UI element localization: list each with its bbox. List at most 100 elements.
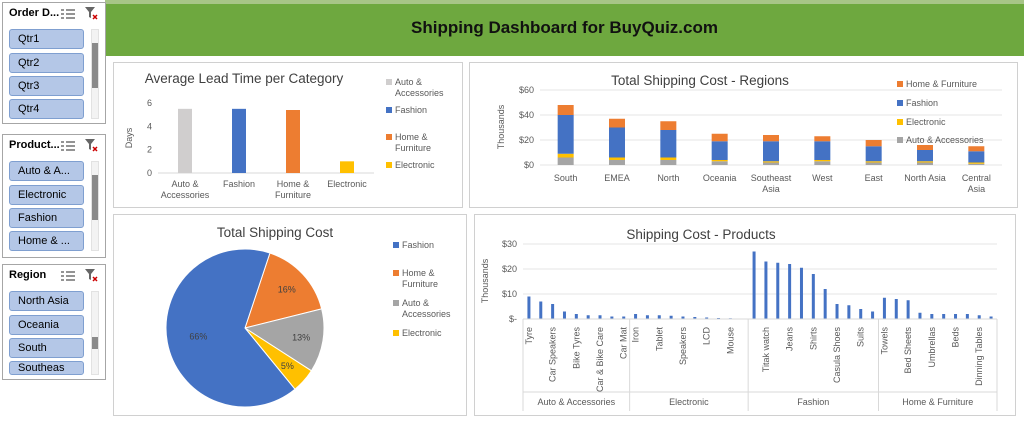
bar-segment bbox=[660, 130, 677, 158]
slicer-order-date: Order D... Qtr1 Qtr2 Qtr3 Qtr4 bbox=[2, 2, 106, 124]
bar bbox=[871, 311, 875, 319]
pie-slice-2 bbox=[243, 308, 325, 372]
legend-label: Home & Furniture bbox=[402, 268, 438, 289]
dashboard-title: Shipping Dashboard for BuyQuiz.com bbox=[411, 18, 718, 37]
slicer-item-auto[interactable]: Auto & A... bbox=[9, 161, 84, 181]
pie-slice-0 bbox=[165, 248, 296, 408]
slicer-scroll-thumb[interactable] bbox=[92, 43, 98, 88]
x-tick-label: Electronic bbox=[327, 179, 367, 189]
slicer-item-qtr1[interactable]: Qtr1 bbox=[9, 29, 84, 49]
bar-segment bbox=[814, 160, 831, 162]
x-tick-label: Titak watch bbox=[761, 327, 771, 372]
chart-total-shipping-pie[interactable]: Total Shipping Cost 16% 13% 5% 66% Fashion Hom… bbox=[113, 214, 467, 416]
bar bbox=[586, 315, 590, 319]
slicer-item-southeast[interactable]: Southeas bbox=[9, 361, 84, 375]
bar-segment bbox=[763, 162, 779, 165]
slicer-item-home[interactable]: Home & ... bbox=[9, 231, 84, 251]
bar bbox=[788, 264, 792, 319]
slicer-item-oceania[interactable]: Oceania bbox=[9, 315, 84, 335]
bar-1 bbox=[232, 108, 246, 173]
legend-swatch bbox=[897, 119, 903, 125]
bar-segment bbox=[865, 140, 882, 147]
bar-segment bbox=[917, 161, 933, 163]
legend-swatch bbox=[393, 330, 399, 336]
bar bbox=[622, 316, 626, 319]
bar bbox=[539, 301, 543, 319]
bar bbox=[859, 309, 863, 319]
bar bbox=[954, 314, 958, 319]
slicer-title: Order D... bbox=[9, 7, 60, 19]
slicer-item-north-asia[interactable]: North Asia bbox=[9, 291, 84, 311]
x-tick-label: Auto & Accessories bbox=[161, 179, 210, 200]
multi-select-icon[interactable] bbox=[61, 140, 75, 152]
bar-segment bbox=[557, 153, 574, 158]
bar-segment bbox=[968, 162, 985, 164]
y-tick-label: $20 bbox=[519, 135, 534, 145]
bar bbox=[823, 289, 827, 319]
bar bbox=[942, 314, 946, 319]
multi-select-icon[interactable] bbox=[61, 270, 75, 282]
bar bbox=[527, 296, 531, 319]
bar-segment bbox=[865, 146, 882, 162]
slicer-item-qtr3[interactable]: Qtr3 bbox=[9, 76, 84, 96]
clear-filter-icon[interactable] bbox=[85, 269, 98, 282]
y-tick-label: $40 bbox=[519, 110, 534, 120]
bar-segment bbox=[763, 135, 779, 142]
bar-segment bbox=[865, 162, 882, 165]
chart-avg-lead-time[interactable]: Average Lead Time per Category 0 2 4 6 Days Au… bbox=[113, 62, 463, 208]
legend-swatch bbox=[386, 162, 392, 168]
bar-segment bbox=[557, 157, 574, 165]
bar bbox=[835, 304, 839, 319]
x-tick-label: Car Mat bbox=[619, 327, 629, 360]
chart-canvas: Total Shipping Cost 16% 13% 5% 66% Fashion Hom… bbox=[165, 225, 451, 408]
bar bbox=[977, 315, 981, 319]
y-tick-label: 4 bbox=[147, 121, 152, 131]
y-axis-label: Thousands bbox=[496, 104, 506, 149]
slicer-scroll-thumb[interactable] bbox=[92, 175, 98, 220]
clear-filter-icon[interactable] bbox=[85, 7, 98, 20]
y-axis-label: Thousands bbox=[480, 258, 490, 303]
group-label: Electronic bbox=[669, 397, 709, 407]
x-tick-label: North Asia bbox=[904, 173, 946, 183]
slicer-item-electronic[interactable]: Electronic bbox=[9, 185, 84, 205]
slicer-scrollbar[interactable] bbox=[91, 291, 99, 375]
bar-segment bbox=[711, 133, 728, 142]
bar bbox=[693, 317, 697, 319]
multi-select-icon[interactable] bbox=[61, 8, 75, 20]
slicer-title: Product... bbox=[9, 139, 60, 151]
y-tick-label: 6 bbox=[147, 98, 152, 108]
chart-shipping-products[interactable]: Shipping Cost - Products $- $10 $20 $30 Thous… bbox=[474, 214, 1016, 416]
slicer-product: Product... Auto & A... Electronic Fashio… bbox=[2, 134, 106, 258]
bar-3 bbox=[340, 161, 354, 173]
slicer-scroll-thumb[interactable] bbox=[92, 337, 98, 349]
legend-label: Auto & Accessories bbox=[395, 77, 444, 98]
x-tick-label: Home & Furniture bbox=[275, 179, 311, 200]
chart-shipping-regions[interactable]: Total Shipping Cost - Regions $0 $20 $40 $60… bbox=[469, 62, 1018, 208]
bar bbox=[918, 312, 922, 319]
bar bbox=[645, 315, 649, 319]
x-tick-label: Tyre bbox=[524, 327, 534, 345]
group-label: Fashion bbox=[797, 397, 829, 407]
bar-segment bbox=[609, 118, 625, 128]
slicer-item-south[interactable]: South bbox=[9, 338, 84, 358]
x-tick-label: Southeast Asia bbox=[751, 173, 792, 194]
legend-label: Fashion bbox=[402, 240, 434, 250]
slicer-item-qtr2[interactable]: Qtr2 bbox=[9, 53, 84, 73]
legend-label: Fashion bbox=[906, 98, 938, 108]
bar bbox=[598, 315, 602, 319]
slicer-title: Region bbox=[9, 269, 47, 281]
slicer-item-qtr4[interactable]: Qtr4 bbox=[9, 99, 84, 119]
slicer-item-fashion[interactable]: Fashion bbox=[9, 208, 84, 228]
legend-label: Auto & Accessories bbox=[906, 135, 984, 145]
x-tick-label: West bbox=[812, 173, 833, 183]
bar-segment bbox=[917, 162, 933, 165]
clear-filter-icon[interactable] bbox=[85, 139, 98, 152]
x-tick-label: Oceania bbox=[703, 173, 737, 183]
x-tick-label: Beds bbox=[951, 327, 961, 348]
bar bbox=[705, 317, 709, 319]
bar-segment bbox=[968, 163, 985, 165]
slicer-region: Region North Asia Oceania South Southeas bbox=[2, 264, 106, 380]
bar bbox=[894, 299, 898, 319]
y-tick-label: 2 bbox=[147, 145, 152, 155]
bar-segment bbox=[814, 136, 831, 142]
